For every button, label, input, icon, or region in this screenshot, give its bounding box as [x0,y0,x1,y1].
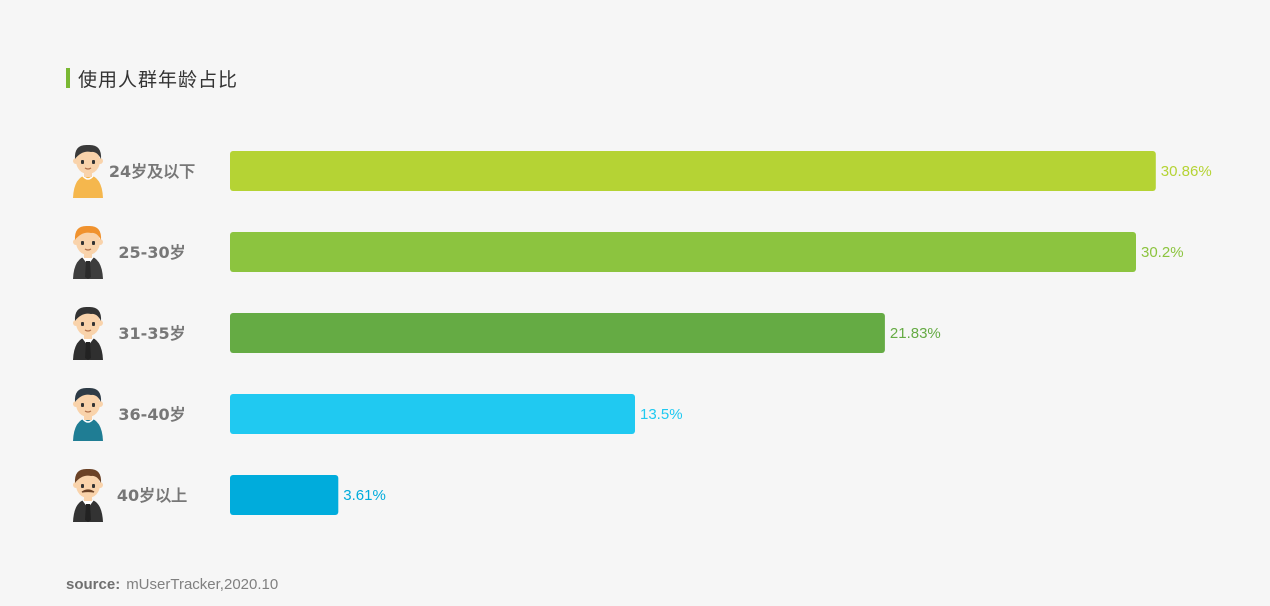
bar [230,313,885,353]
title-accent-bar [66,68,70,88]
value-label: 30.86% [1161,163,1212,180]
value-label: 13.5% [640,406,683,423]
category-label: 24岁及以下 [109,162,195,181]
source-text: mUserTracker,2020.10 [126,576,279,593]
bar [230,232,1136,272]
category-label: 31-35岁 [118,324,185,343]
value-label: 3.61% [343,487,386,504]
source-note: source: mUserTracker,2020.10 [66,576,278,593]
category-label: 40岁以上 [117,486,187,505]
avatar-dark-suit-icon [73,306,103,360]
chart-title-group: 使用人群年龄占比 [66,66,239,91]
category-label: 36-40岁 [118,405,185,424]
avatar-orange-hair-suit-icon [73,225,103,279]
bar [230,394,635,434]
avatar-yellow-shirt-icon [73,144,103,198]
category-label: 25-30岁 [118,243,185,262]
bar [230,151,1156,191]
bar [230,475,339,515]
value-label: 30.2% [1141,244,1184,261]
avatar-teal-shirt-icon [73,387,103,441]
value-label: 21.83% [890,325,941,342]
avatar-mustache-suit-icon [73,468,103,522]
source-label: source: [66,576,121,593]
chart-title: 使用人群年龄占比 [78,68,239,91]
